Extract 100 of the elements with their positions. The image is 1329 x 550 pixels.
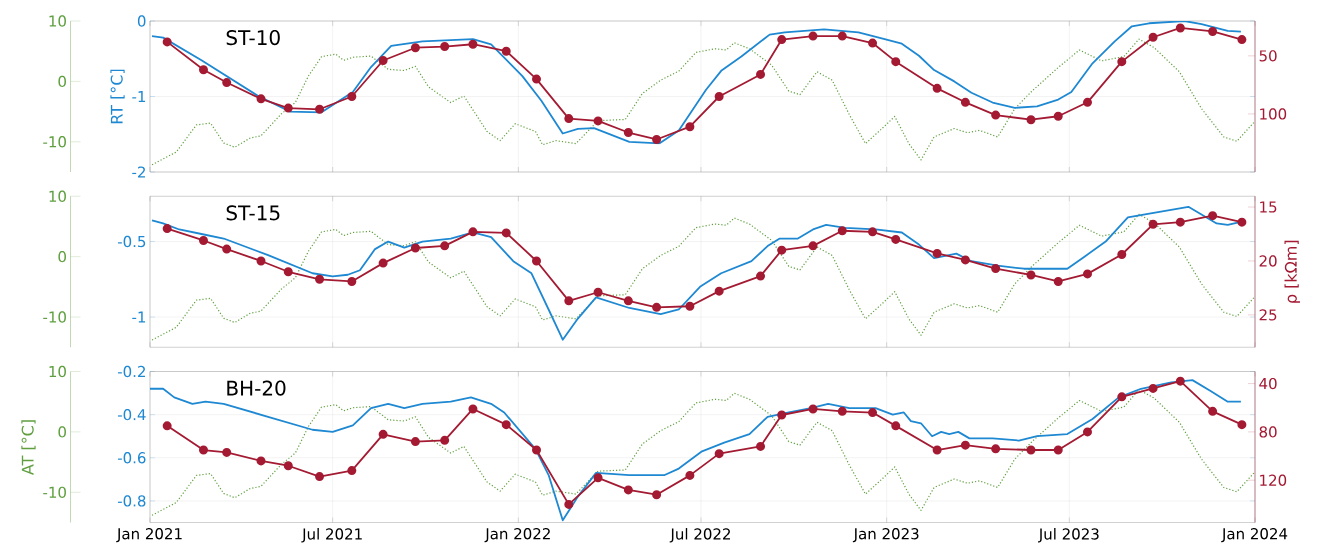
point xyxy=(347,276,357,286)
point xyxy=(410,43,420,53)
x-tick-label: Jan 2021 xyxy=(116,528,182,543)
y-axis-title: RT [°C] xyxy=(110,69,125,124)
y3-tick-label: 0 xyxy=(58,426,66,438)
point xyxy=(593,116,603,126)
y-tick-label: -0.8 xyxy=(117,495,146,507)
point xyxy=(1237,420,1247,430)
point xyxy=(991,264,1001,274)
chart-title: ST-15 xyxy=(226,205,280,221)
point xyxy=(198,235,208,245)
y3-tick-label: 0 xyxy=(58,75,66,88)
point xyxy=(1208,406,1218,416)
point xyxy=(410,437,420,447)
point xyxy=(1175,23,1185,33)
point xyxy=(1208,211,1218,221)
point xyxy=(756,271,766,281)
point xyxy=(960,255,970,265)
point xyxy=(198,65,208,75)
point xyxy=(777,410,787,420)
point xyxy=(315,104,325,114)
point xyxy=(1053,111,1063,121)
point xyxy=(222,447,232,457)
point xyxy=(440,435,450,445)
x-tick-label: Jan 2023 xyxy=(852,528,919,543)
y3-axis-title: AT [°C] xyxy=(21,420,36,475)
x-tick-label: Jan 2022 xyxy=(484,528,550,543)
y-tick-label: -0.4 xyxy=(117,408,146,421)
x-tick-label: Jul 2022 xyxy=(669,528,730,543)
y-tick-label: -1 xyxy=(132,311,146,323)
point xyxy=(756,69,766,79)
point xyxy=(808,241,818,251)
y3-tick-label: 10 xyxy=(49,365,66,378)
y2-tick-label: 25 xyxy=(1259,309,1277,321)
y-tick-label: -0.5 xyxy=(117,235,146,248)
point xyxy=(932,445,942,455)
point xyxy=(714,92,724,101)
point xyxy=(685,122,695,132)
y2-tick-label: 50 xyxy=(1259,50,1277,62)
point xyxy=(1026,270,1036,280)
point xyxy=(1148,219,1158,229)
y3-tick-label: 0 xyxy=(58,250,66,263)
point xyxy=(960,97,970,107)
point xyxy=(347,92,357,101)
point xyxy=(532,256,542,266)
point xyxy=(564,114,574,124)
point xyxy=(652,490,662,500)
point xyxy=(256,94,266,104)
chart-title: BH-20 xyxy=(227,380,286,396)
y3-tick-label: 10 xyxy=(49,15,66,27)
point xyxy=(440,241,450,251)
y3-tick-label: 10 xyxy=(49,190,66,202)
point xyxy=(777,245,787,255)
point xyxy=(623,485,633,495)
point xyxy=(315,274,325,284)
point xyxy=(808,404,818,414)
point xyxy=(532,74,542,84)
x-tick-label: Jul 2023 xyxy=(1038,528,1099,543)
x-tick-label: Jul 2021 xyxy=(301,528,362,543)
point xyxy=(1082,269,1092,279)
point xyxy=(315,472,325,482)
point xyxy=(564,296,574,306)
point xyxy=(652,134,662,144)
point xyxy=(891,421,901,431)
point xyxy=(468,404,478,414)
point xyxy=(960,440,970,450)
y-tick-label: -0.2 xyxy=(117,365,145,378)
y2-tick-label: 15 xyxy=(1260,201,1277,213)
point xyxy=(283,461,293,471)
point xyxy=(891,234,901,244)
point xyxy=(1148,383,1158,393)
point xyxy=(1117,250,1127,259)
point xyxy=(837,406,847,416)
point xyxy=(198,445,208,455)
point xyxy=(162,421,172,431)
y2-tick-label: 120 xyxy=(1260,474,1287,486)
point xyxy=(256,256,266,266)
point xyxy=(501,46,511,56)
point xyxy=(378,258,388,268)
y-tick-label: -0.6 xyxy=(117,452,146,464)
point xyxy=(685,470,695,480)
y2-tick-label: 80 xyxy=(1259,426,1277,438)
y2-tick-label: 40 xyxy=(1259,377,1277,390)
point xyxy=(593,473,603,483)
point xyxy=(1082,97,1092,107)
point xyxy=(623,296,633,306)
point xyxy=(714,286,724,296)
point xyxy=(808,31,818,41)
point xyxy=(991,110,1001,120)
point xyxy=(1175,217,1185,227)
y-tick-label: -1 xyxy=(132,91,146,102)
point xyxy=(1026,445,1036,455)
point xyxy=(837,226,847,236)
point xyxy=(222,78,232,88)
point xyxy=(991,444,1001,454)
point xyxy=(756,441,766,451)
point xyxy=(714,449,724,459)
point xyxy=(837,31,847,41)
point xyxy=(347,466,357,476)
y3-tick-label: -10 xyxy=(43,311,66,323)
